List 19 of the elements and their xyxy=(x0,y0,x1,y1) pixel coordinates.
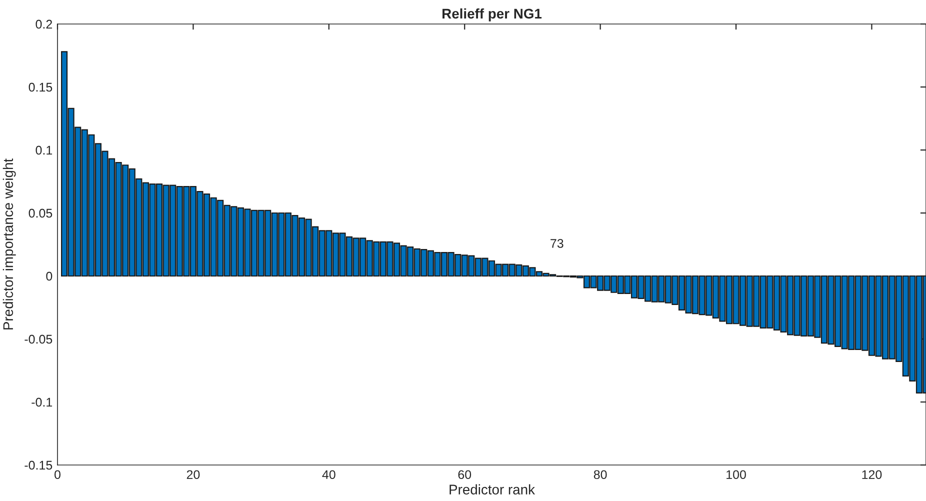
y-tick-label: 0.05 xyxy=(28,208,52,218)
x-tick-label: 80 xyxy=(594,470,607,480)
x-tick-label: 100 xyxy=(726,470,746,480)
x-tick-label: 60 xyxy=(458,470,472,480)
y-tick-label: 0.2 xyxy=(36,20,52,29)
annotation: 73 xyxy=(550,239,564,248)
x-axis-title: Predictor rank xyxy=(450,484,535,494)
y-tick-label: 0.15 xyxy=(28,82,52,92)
x-tick-label: 40 xyxy=(322,470,336,480)
x-tick-label: 20 xyxy=(186,470,200,480)
x-tick-label: 120 xyxy=(862,470,882,480)
y-tick-label: -0.05 xyxy=(24,334,52,344)
y-tick-label: 0.1 xyxy=(36,146,52,155)
y-tick-label: -0.1 xyxy=(32,398,52,407)
y-axis-title: Predictor importance weight xyxy=(2,158,16,330)
y-tick-label: -0.15 xyxy=(24,460,52,470)
chart-title: Relieff per NG1 xyxy=(442,8,542,22)
y-tick-label: 0 xyxy=(46,272,52,281)
x-tick-label: 0 xyxy=(54,470,60,480)
